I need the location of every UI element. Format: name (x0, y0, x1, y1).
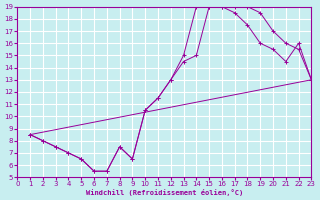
X-axis label: Windchill (Refroidissement éolien,°C): Windchill (Refroidissement éolien,°C) (86, 189, 243, 196)
